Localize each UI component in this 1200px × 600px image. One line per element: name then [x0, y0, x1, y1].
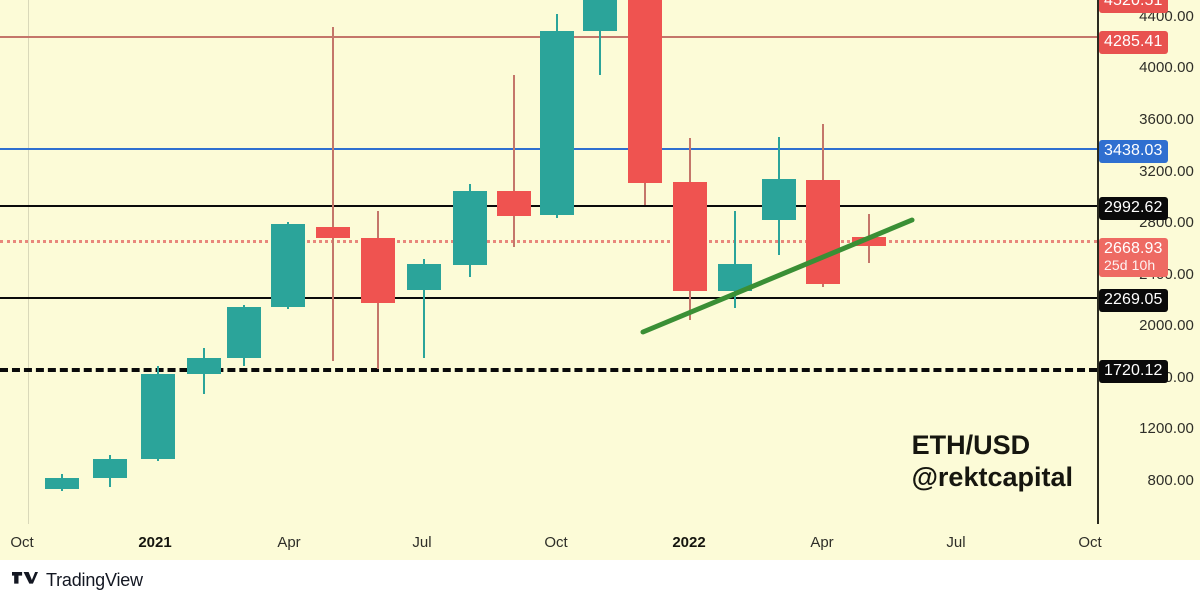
candle-wick [423, 259, 425, 359]
candlestick [583, 0, 617, 524]
price-tick-label: 1200.00 [1139, 420, 1194, 437]
time-axis[interactable]: Oct 2021 Apr Jul Oct 2022 Apr Jul Oct [0, 524, 1200, 560]
price-tick-label: 2000.00 [1139, 317, 1194, 334]
time-tick-label: 2021 [138, 534, 172, 551]
candle-body [227, 306, 261, 359]
watermark-handle: @rektcapital [911, 461, 1073, 492]
candlestick [628, 0, 662, 524]
candle-body [141, 373, 175, 459]
badge-price: 2992.62 [1104, 199, 1163, 216]
price-tick-label: 3600.00 [1139, 111, 1194, 128]
time-tick-label: Jul [946, 534, 966, 551]
price-tick-label: 4000.00 [1139, 59, 1194, 76]
candlestick [316, 0, 350, 524]
candlestick [45, 0, 79, 524]
uptrend-line[interactable] [640, 217, 915, 335]
time-tick-label: Apr [277, 534, 301, 551]
candlestick [141, 0, 175, 524]
candlestick [361, 0, 395, 524]
level-2668[interactable] [0, 240, 1097, 243]
candle-body [187, 358, 221, 374]
time-tick-label: 2022 [672, 534, 706, 551]
price-tick-label: 3200.00 [1139, 163, 1194, 180]
candlestick [762, 0, 796, 524]
badge-price: 3438.03 [1104, 142, 1163, 159]
chart-plot-area[interactable]: ETH/USD @rektcapital [0, 0, 1097, 524]
tradingview-branding[interactable]: TradingView [12, 570, 143, 591]
candlestick [407, 0, 441, 524]
candlestick [453, 0, 487, 524]
candle-body [762, 179, 796, 221]
trendline-overlay[interactable] [0, 0, 1097, 524]
badge-price: 2668.93 [1104, 240, 1163, 257]
badge-top-cut[interactable]: 4520.51 [1099, 0, 1168, 13]
time-tick-label: Oct [10, 534, 34, 551]
level-2269[interactable] [0, 297, 1097, 299]
candlestick [187, 0, 221, 524]
badge-2668[interactable]: 2668.93 25d 10h [1099, 238, 1168, 277]
candlestick [497, 0, 531, 524]
candle-body [271, 224, 305, 307]
candle-body [45, 478, 79, 490]
tradingview-wordmark: TradingView [46, 569, 143, 590]
watermark-symbol: ETH/USD [911, 430, 1031, 460]
time-tick-label: Oct [544, 534, 568, 551]
candle-body [628, 0, 662, 183]
badge-countdown: 25d 10h [1104, 256, 1156, 273]
candle-wick [513, 74, 515, 248]
level-1720[interactable] [0, 368, 1097, 372]
price-tick-label: 800.00 [1147, 472, 1194, 489]
chart-watermark: ETH/USD @rektcapital [912, 430, 1073, 494]
badge-2992[interactable]: 2992.62 [1099, 197, 1168, 220]
candlestick [271, 0, 305, 524]
badge-1720[interactable]: 1720.12 [1099, 360, 1168, 383]
badge-price: 4285.41 [1104, 33, 1163, 50]
candle-body [540, 30, 574, 216]
badge-price: 1720.12 [1104, 362, 1163, 379]
left-axis-edge [28, 0, 29, 524]
candle-body [93, 458, 127, 479]
candle-body [316, 226, 350, 239]
badge-price: 2269.05 [1104, 291, 1163, 308]
tradingview-logo-icon [12, 572, 38, 584]
badge-2269[interactable]: 2269.05 [1099, 289, 1168, 312]
candlestick [540, 0, 574, 524]
candle-body [497, 190, 531, 217]
candle-body [453, 190, 487, 266]
time-tick-label: Jul [412, 534, 432, 551]
time-tick-label: Oct [1078, 534, 1102, 551]
candle-wick [599, 0, 601, 75]
candlestick [673, 0, 707, 524]
candle-body [361, 238, 395, 303]
footer-bar: TradingView [0, 560, 1200, 600]
candle-body [407, 264, 441, 290]
candle-body [806, 180, 840, 284]
badge-price: 4520.51 [1104, 0, 1163, 9]
candle-body [673, 181, 707, 292]
time-tick-label: Apr [810, 534, 834, 551]
price-axis[interactable]: 4400.004000.003600.003200.002800.002400.… [1097, 0, 1200, 524]
candle-body [852, 237, 886, 247]
candle-body [583, 0, 617, 31]
candlestick [93, 0, 127, 524]
badge-4285[interactable]: 4285.41 [1099, 31, 1168, 54]
badge-3438[interactable]: 3438.03 [1099, 140, 1168, 163]
candlestick [227, 0, 261, 524]
candlestick [806, 0, 840, 524]
axis-divider [1097, 0, 1099, 560]
candle-wick [332, 27, 334, 361]
candle-wick [734, 211, 736, 308]
